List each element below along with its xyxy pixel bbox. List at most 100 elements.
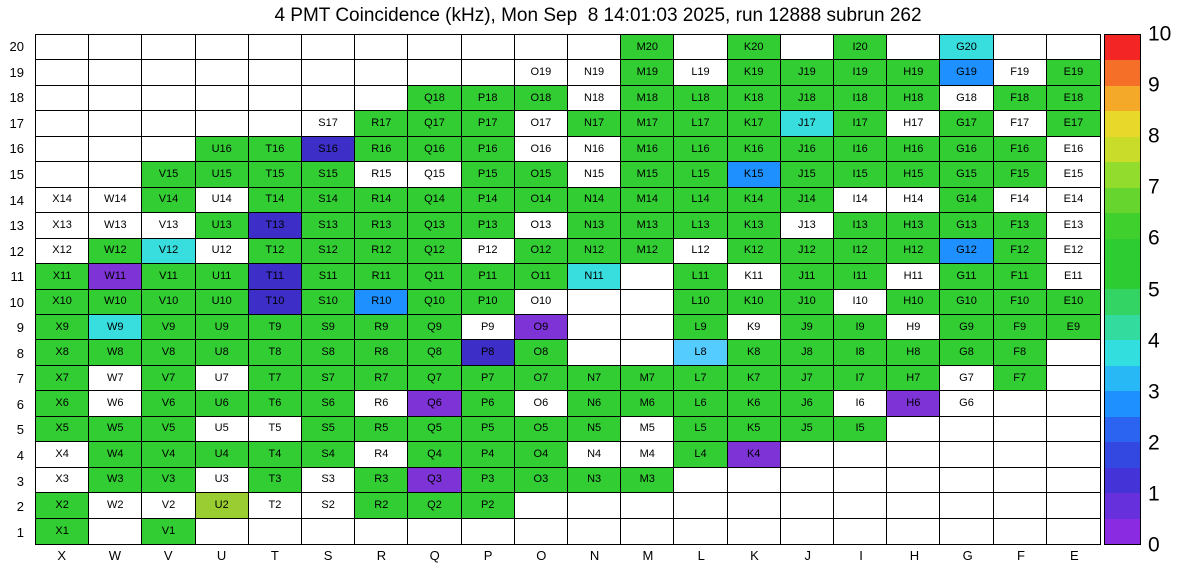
- cell-T12: T12: [248, 238, 302, 265]
- cell-P5: P5: [461, 416, 515, 443]
- cell-P10: P10: [461, 289, 515, 315]
- colorbar-band: [1105, 467, 1140, 494]
- cell-G14: G14: [940, 187, 994, 214]
- cell-S8: S8: [302, 340, 356, 366]
- cell-N17: N17: [568, 111, 622, 137]
- colorbar-band: [1105, 136, 1140, 163]
- cell-K9: K9: [727, 314, 781, 341]
- cell-L10: L10: [674, 289, 728, 315]
- cell-I12: I12: [834, 238, 888, 265]
- empty-cell: [993, 493, 1047, 519]
- cell-W2: W2: [89, 493, 143, 519]
- cell-J7: J7: [780, 365, 834, 392]
- cell-X2: X2: [36, 493, 90, 519]
- cell-I11: I11: [834, 264, 888, 290]
- colorbar-band: [1105, 365, 1140, 392]
- cell-M15: M15: [621, 162, 675, 188]
- empty-cell: [408, 60, 462, 86]
- empty-cell: [408, 35, 462, 61]
- cell-S13: S13: [302, 213, 356, 239]
- cell-R8: R8: [355, 340, 409, 366]
- y-axis-label: 16: [9, 141, 24, 157]
- cell-Q13: Q13: [408, 213, 462, 239]
- cell-P12: P12: [461, 238, 515, 265]
- empty-cell: [621, 518, 675, 544]
- colorbar-band: [1105, 85, 1140, 112]
- empty-cell: [89, 136, 143, 163]
- empty-cell: [834, 467, 888, 494]
- cell-I10: I10: [834, 289, 888, 315]
- y-axis-label: 1: [16, 524, 24, 540]
- cell-R17: R17: [355, 111, 409, 137]
- empty-cell: [355, 60, 409, 86]
- cell-H14: H14: [887, 187, 941, 214]
- cell-G8: G8: [940, 340, 994, 366]
- empty-cell: [993, 35, 1047, 61]
- cell-G12: G12: [940, 238, 994, 265]
- cell-W9: W9: [89, 314, 143, 341]
- empty-cell: [514, 493, 568, 519]
- cell-X8: X8: [36, 340, 90, 366]
- cell-N7: N7: [568, 365, 622, 392]
- cell-I13: I13: [834, 213, 888, 239]
- cell-U12: U12: [195, 238, 249, 265]
- x-axis-label: L: [697, 548, 705, 563]
- cell-G11: G11: [940, 264, 994, 290]
- cell-N4: N4: [568, 442, 622, 468]
- cell-T14: T14: [248, 187, 302, 214]
- empty-cell: [36, 60, 90, 86]
- cell-X3: X3: [36, 467, 90, 494]
- empty-cell: [780, 35, 834, 61]
- colorbar-band: [1105, 391, 1140, 417]
- y-axis-label: 7: [16, 371, 24, 387]
- cell-U10: U10: [195, 289, 249, 315]
- empty-cell: [887, 493, 941, 519]
- cell-V7: V7: [142, 365, 196, 392]
- cell-O3: O3: [514, 467, 568, 494]
- cell-H17: H17: [887, 111, 941, 137]
- cell-O7: O7: [514, 365, 568, 392]
- cell-S16: S16: [302, 136, 356, 163]
- cell-V12: V12: [142, 238, 196, 265]
- cell-K5: K5: [727, 416, 781, 443]
- empty-cell: [940, 467, 994, 494]
- cell-L9: L9: [674, 314, 728, 341]
- cell-X11: X11: [36, 264, 90, 290]
- cell-W14: W14: [89, 187, 143, 214]
- y-axis-label: 2: [16, 499, 24, 515]
- cell-Q3: Q3: [408, 467, 462, 494]
- cell-J10: J10: [780, 289, 834, 315]
- cell-V5: V5: [142, 416, 196, 443]
- cell-H12: H12: [887, 238, 941, 265]
- cell-P9: P9: [461, 314, 515, 341]
- cell-K19: K19: [727, 60, 781, 86]
- cell-X1: X1: [36, 518, 90, 544]
- x-axis-label: F: [1017, 548, 1025, 563]
- colorbar-band: [1105, 111, 1140, 137]
- empty-cell: [36, 111, 90, 137]
- cell-Q2: Q2: [408, 493, 462, 519]
- cell-S2: S2: [302, 493, 356, 519]
- cell-V3: V3: [142, 467, 196, 494]
- cell-N15: N15: [568, 162, 622, 188]
- cell-G17: G17: [940, 111, 994, 137]
- cell-R14: R14: [355, 187, 409, 214]
- y-axis-label: 14: [9, 192, 24, 208]
- cell-J11: J11: [780, 264, 834, 290]
- cell-H7: H7: [887, 365, 941, 392]
- cell-M20: M20: [621, 35, 675, 61]
- cell-Q8: Q8: [408, 340, 462, 366]
- cell-T2: T2: [248, 493, 302, 519]
- y-axis-label: 12: [9, 243, 24, 259]
- cell-U14: U14: [195, 187, 249, 214]
- cell-P15: P15: [461, 162, 515, 188]
- cell-Q7: Q7: [408, 365, 462, 392]
- colorbar-tick: 7: [1148, 175, 1160, 199]
- cell-S10: S10: [302, 289, 356, 315]
- cell-E14: E14: [1046, 187, 1100, 214]
- colorbar-band: [1105, 162, 1140, 188]
- cell-I14: I14: [834, 187, 888, 214]
- cell-X4: X4: [36, 442, 90, 468]
- cell-L11: L11: [674, 264, 728, 290]
